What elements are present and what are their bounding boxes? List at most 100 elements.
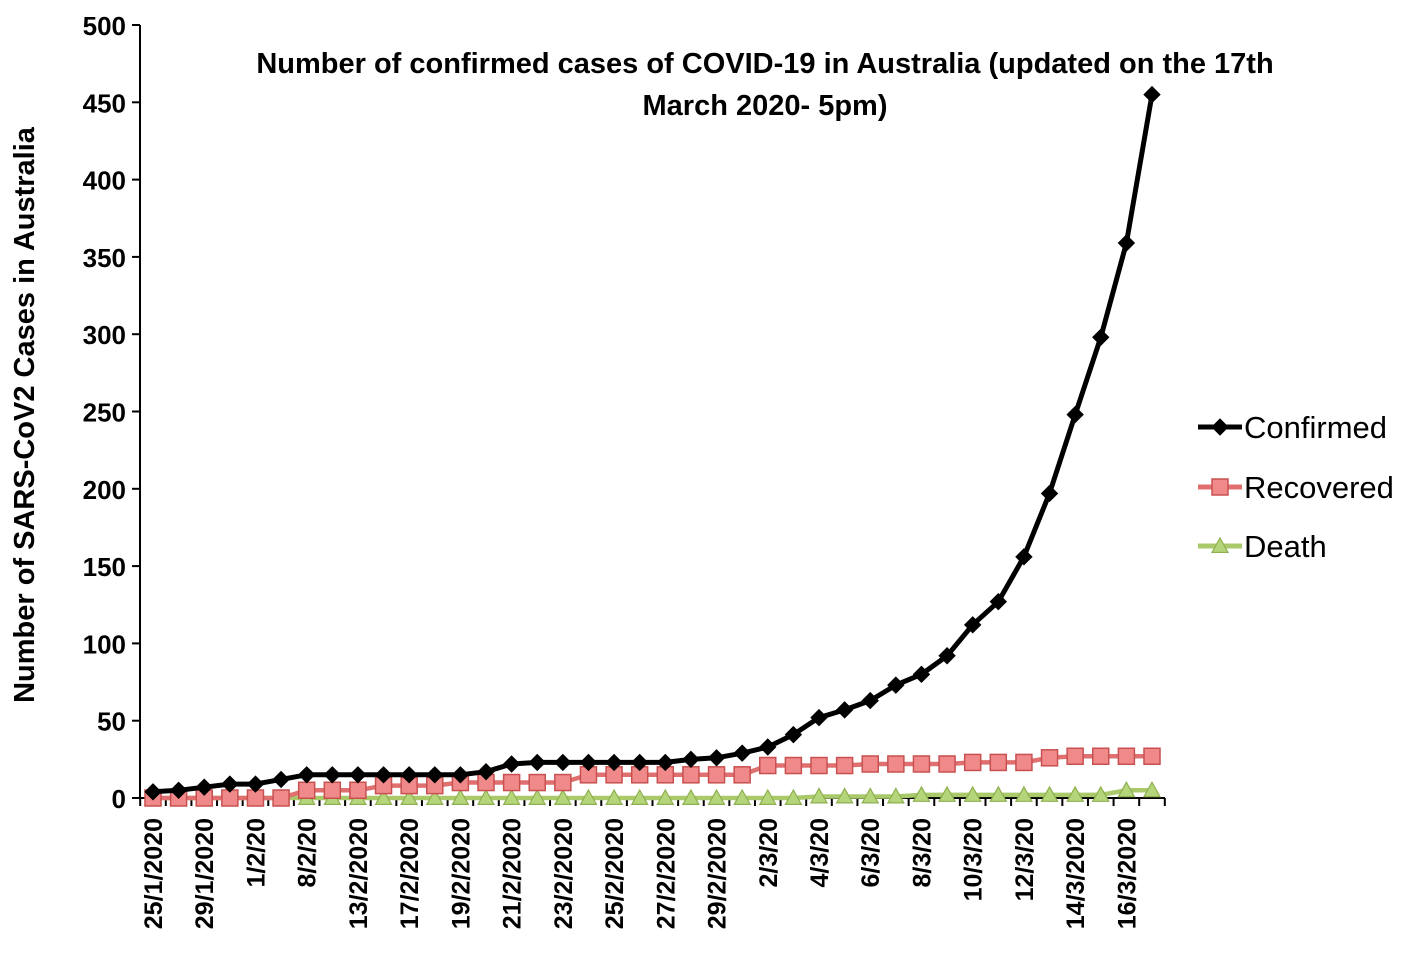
data-point xyxy=(400,766,418,784)
data-point xyxy=(246,775,265,793)
data-point xyxy=(1142,781,1162,798)
data-point xyxy=(989,592,1008,611)
x-tick-label: 21/2/2020 xyxy=(499,818,527,929)
data-point xyxy=(630,788,649,806)
data-point xyxy=(554,753,572,772)
chart-title-line: March 2020- 5pm) xyxy=(643,90,888,122)
y-tick-label: 250 xyxy=(83,398,126,428)
data-point xyxy=(861,787,880,804)
data-point xyxy=(144,783,162,801)
data-point xyxy=(1066,405,1084,424)
x-tick-label: 29/2/2020 xyxy=(704,818,732,929)
y-tick-label: 100 xyxy=(83,629,126,659)
data-point xyxy=(1040,749,1059,767)
x-tick-label: 4/3/20 xyxy=(806,818,834,888)
data-point xyxy=(810,708,828,727)
data-point xyxy=(605,788,624,806)
data-point xyxy=(707,788,726,806)
x-tick-label: 16/3/2020 xyxy=(1113,818,1141,929)
legend-item-confirmed: Confirmed xyxy=(1198,410,1387,445)
data-point xyxy=(1117,234,1136,252)
data-point xyxy=(272,770,290,789)
data-point xyxy=(656,753,675,772)
x-tick-label: 19/2/2020 xyxy=(447,818,475,929)
data-point xyxy=(425,788,444,806)
data-point xyxy=(835,756,854,775)
legend-label: Recovered xyxy=(1244,470,1394,505)
data-point xyxy=(989,785,1008,802)
data-point xyxy=(400,788,419,806)
x-tick-label: 14/3/2020 xyxy=(1062,818,1090,929)
data-point xyxy=(1117,781,1136,798)
data-point xyxy=(579,788,598,806)
legend-item-recovered: Recovered xyxy=(1198,470,1394,505)
data-point xyxy=(451,788,470,806)
y-tick-label: 450 xyxy=(83,88,126,118)
series-confirmed xyxy=(144,85,1161,801)
data-point xyxy=(630,753,649,772)
data-point xyxy=(349,766,367,784)
data-point xyxy=(477,763,495,781)
data-point xyxy=(886,787,905,804)
data-point xyxy=(502,773,521,792)
x-tick-labels: 25/1/2020 29/1/2020 1/2/20 8/2/20 13/2/2020 1… xyxy=(140,818,1141,929)
data-point xyxy=(759,756,777,775)
data-point xyxy=(1143,85,1161,104)
data-point xyxy=(374,766,393,784)
data-point xyxy=(1211,418,1229,436)
chart-title: Number of confirmed cases of COVID-19 in… xyxy=(256,48,1273,122)
x-tick-label: 29/1/2020 xyxy=(191,818,219,929)
data-point xyxy=(809,787,829,804)
legend: Confirmed Recovered Death xyxy=(1198,410,1394,564)
data-point xyxy=(1040,785,1059,802)
data-point xyxy=(963,616,982,634)
data-point xyxy=(1092,328,1110,346)
data-point xyxy=(323,781,342,800)
data-point xyxy=(938,785,957,802)
legend-item-death: Death xyxy=(1198,529,1327,564)
data-point xyxy=(861,755,879,773)
data-point xyxy=(272,789,290,807)
y-axis-label: Number of SARS-CoV2 Cases in Australia xyxy=(9,126,41,703)
y-tick-label: 400 xyxy=(83,166,126,196)
data-point xyxy=(1143,747,1161,766)
data-point xyxy=(297,781,316,800)
series-group xyxy=(143,85,1162,807)
data-point xyxy=(861,691,879,710)
axes xyxy=(132,24,1166,806)
data-point xyxy=(221,775,239,793)
data-point xyxy=(1040,484,1059,503)
data-point xyxy=(169,781,188,799)
data-point xyxy=(195,778,213,796)
x-tick-label: 10/3/20 xyxy=(960,818,988,901)
data-point xyxy=(656,788,675,806)
data-point xyxy=(707,766,726,784)
series-death xyxy=(143,781,1162,806)
data-point xyxy=(1092,747,1110,766)
series-line xyxy=(153,788,1152,801)
data-point xyxy=(297,766,316,784)
y-tick-label: 150 xyxy=(83,552,126,582)
x-tick-label: 13/2/2020 xyxy=(345,818,373,929)
data-point xyxy=(963,785,982,802)
x-tick-label: 8/3/20 xyxy=(908,818,936,888)
data-point xyxy=(605,753,623,772)
x-tick-label: 6/3/20 xyxy=(857,818,885,888)
data-point xyxy=(887,676,905,694)
x-tick-label: 2/3/20 xyxy=(755,818,783,888)
data-point xyxy=(1210,536,1230,554)
data-point xyxy=(426,766,444,784)
data-point xyxy=(681,788,700,806)
data-point xyxy=(759,738,777,756)
data-point xyxy=(1066,785,1085,802)
data-point xyxy=(1066,747,1084,766)
x-tick-label: 17/2/2020 xyxy=(396,818,424,929)
data-point xyxy=(1014,785,1033,802)
data-point xyxy=(784,788,803,806)
x-tick-label: 25/2/2020 xyxy=(601,818,629,929)
y-tick-label: 300 xyxy=(83,320,126,350)
data-point xyxy=(579,753,598,772)
y-tick-labels: 0 50 100 150 200 250 300 350 400 450 500 xyxy=(83,11,126,814)
y-tick-label: 200 xyxy=(83,475,126,505)
